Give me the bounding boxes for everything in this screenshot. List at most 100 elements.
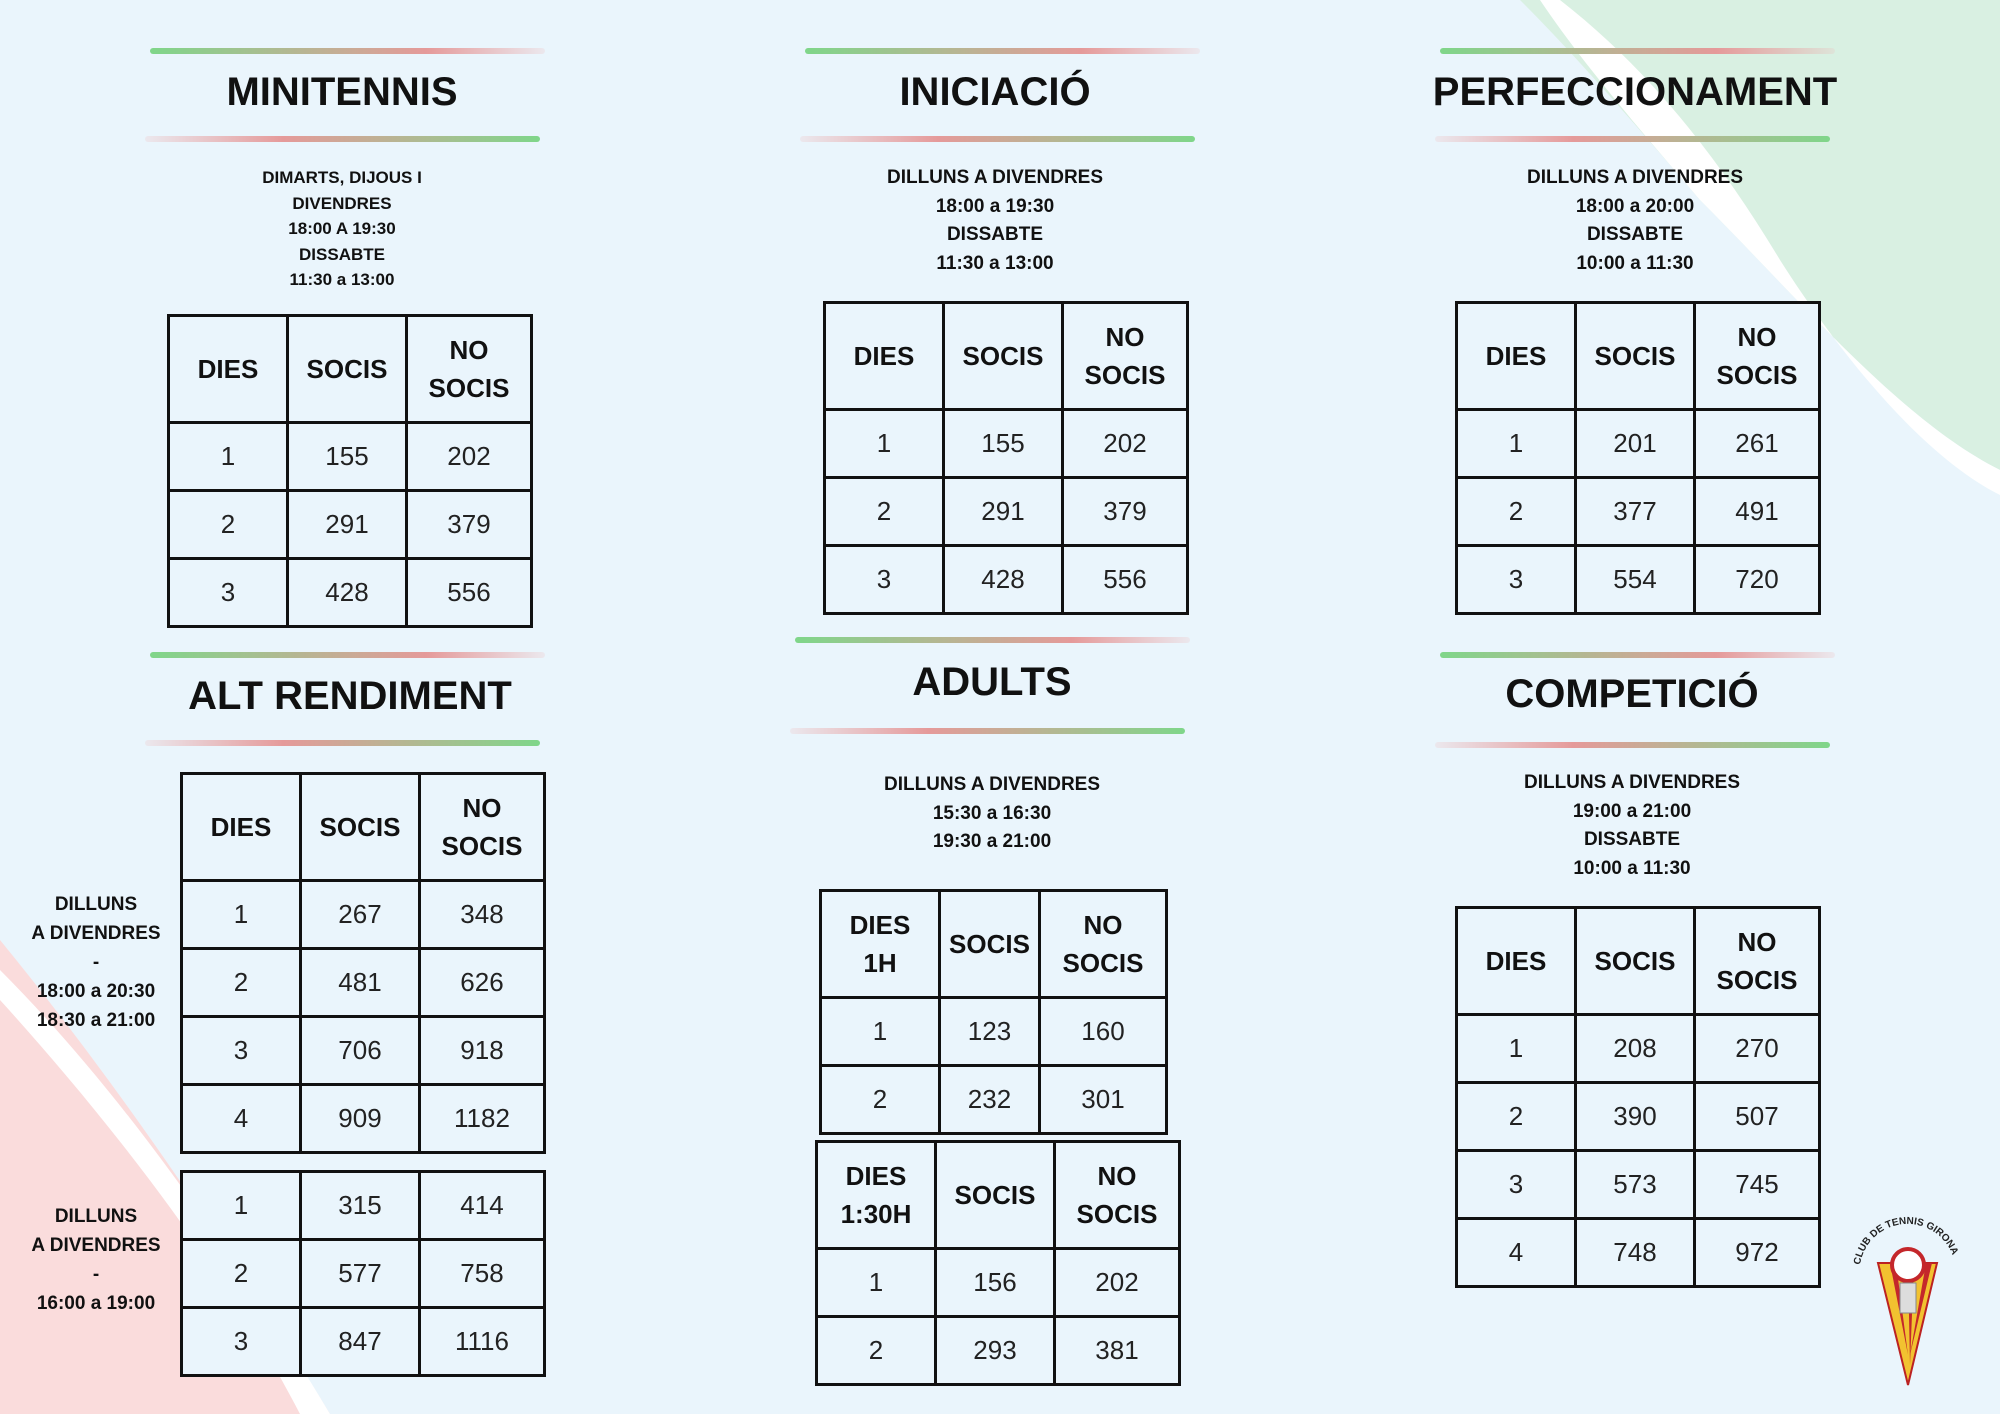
schedule-line: 11:30 a 13:00 — [289, 270, 395, 289]
side-label-line: - — [92, 1264, 100, 1285]
table-cell: 1 — [815, 1247, 937, 1318]
table-cell: 1 — [819, 996, 941, 1067]
header-row: DIES 1H SOCIS NO SOCIS — [819, 889, 1168, 999]
table-cell: 3 — [1455, 1149, 1577, 1220]
table-cell: 160 — [1038, 996, 1168, 1067]
table-row: 1 201 261 — [1455, 408, 1821, 479]
table-cell: 745 — [1693, 1149, 1821, 1220]
table-row: 3 573 745 — [1455, 1149, 1821, 1220]
header-row: DIES SOCIS NO SOCIS — [1455, 906, 1821, 1016]
side-label-line: DILLUNS — [54, 894, 138, 915]
table-row: 2 291 379 — [823, 476, 1189, 547]
schedule-line: DISSABTE — [1586, 224, 1684, 245]
table-row: 2 293 381 — [815, 1315, 1181, 1386]
table-row: 3 706 918 — [180, 1015, 546, 1086]
table-row: 1 156 202 — [815, 1247, 1181, 1318]
price-table: 1 315 414 2 577 758 3 847 1116 — [180, 1170, 546, 1377]
header-cell: DIES — [823, 301, 945, 411]
table-row: 3 847 1116 — [180, 1306, 546, 1377]
title-bar — [805, 48, 1200, 54]
section-title: PERFECCIONAMENT — [1432, 70, 1838, 114]
header-cell: NO SOCIS — [418, 772, 546, 882]
header-cell: NO SOCIS — [1038, 889, 1168, 999]
schedule-line: 11:30 a 13:00 — [936, 252, 1054, 274]
schedule: DILLUNS A DIVENDRES 19:00 a 21:00 DISSABTE… — [1524, 769, 1740, 883]
table-cell: 556 — [1061, 544, 1189, 615]
title-bar — [1435, 136, 1830, 142]
price-table: DIES SOCIS NO SOCIS 1 155 202 2 291 379 3 428 556 — [167, 314, 533, 628]
header-cell: SOCIS — [1574, 301, 1696, 411]
table-cell: 1116 — [418, 1306, 546, 1377]
table-cell: 261 — [1693, 408, 1821, 479]
header-cell: DIES — [1455, 301, 1577, 411]
section-title: ALT RENDIMENT — [188, 674, 512, 718]
title-bar — [145, 740, 540, 746]
schedule-line: 10:00 a 11:30 — [1576, 252, 1694, 274]
schedule-line: DISSABTE — [946, 224, 1044, 245]
table-cell: 2 — [180, 1238, 302, 1309]
table-cell: 301 — [1038, 1064, 1168, 1135]
header-row: DIES SOCIS NO SOCIS — [1455, 301, 1821, 411]
title-bar — [800, 136, 1195, 142]
table-cell: 3 — [180, 1306, 302, 1377]
table-cell: 2 — [1455, 1081, 1577, 1152]
header-cell: SOCIS — [934, 1140, 1056, 1250]
table-cell: 3 — [823, 544, 945, 615]
header-cell: DIES 1H — [819, 889, 941, 999]
schedule-line: 18:00 a 19:30 — [935, 195, 1055, 217]
table-cell: 2 — [167, 489, 289, 560]
table-cell: 232 — [938, 1064, 1041, 1135]
price-table: DIES SOCIS NO SOCIS 1 267 348 2 481 626 3 706 918 4 9… — [180, 772, 546, 1154]
table-cell: 291 — [286, 489, 408, 560]
table-cell: 554 — [1574, 544, 1696, 615]
table-cell: 847 — [299, 1306, 421, 1377]
section-title: COMPETICIÓ — [1505, 672, 1759, 716]
title-bar — [150, 48, 545, 54]
schedule-line: 18:00 A 19:30 — [288, 219, 396, 238]
schedule-line: DISSABTE — [1583, 829, 1681, 850]
section-title: INICIACIÓ — [899, 70, 1091, 114]
side-label-line: 18:00 a 20:30 — [36, 981, 156, 1002]
table-cell: 758 — [418, 1238, 546, 1309]
table-row: 1 155 202 — [167, 421, 533, 492]
table-cell: 3 — [180, 1015, 302, 1086]
header-cell: NO SOCIS — [1053, 1140, 1181, 1250]
table-cell: 348 — [418, 879, 546, 950]
header-row: DIES SOCIS NO SOCIS — [167, 314, 533, 424]
table-cell: 1 — [180, 879, 302, 950]
schedule-line: 10:00 a 11:30 — [1573, 857, 1691, 879]
table-cell: 1 — [1455, 1013, 1577, 1084]
table-row: 2 291 379 — [167, 489, 533, 560]
schedule-line: 19:30 a 21:00 — [932, 831, 1052, 852]
schedule: DILLUNS A DIVENDRES 15:30 a 16:30 19:30 a … — [884, 771, 1100, 857]
header-cell: NO SOCIS — [1061, 301, 1189, 411]
table-row: 1 315 414 — [180, 1170, 546, 1241]
price-table: DIES 1H SOCIS NO SOCIS 1 123 160 2 232 301 — [819, 889, 1168, 1135]
table-cell: 481 — [299, 947, 421, 1018]
table-cell: 1 — [180, 1170, 302, 1241]
table-cell: 156 — [934, 1247, 1056, 1318]
header-cell: SOCIS — [1574, 906, 1696, 1016]
table-cell: 208 — [1574, 1013, 1696, 1084]
table-row: 1 155 202 — [823, 408, 1189, 479]
table-cell: 720 — [1693, 544, 1821, 615]
price-table: DIES SOCIS NO SOCIS 1 208 270 2 390 507 3 573 745 4 7… — [1455, 906, 1821, 1288]
table-cell: 1182 — [418, 1083, 546, 1154]
table-cell: 293 — [934, 1315, 1056, 1386]
table-row: 2 390 507 — [1455, 1081, 1821, 1152]
schedule-line: DILLUNS A DIVENDRES — [1523, 772, 1741, 793]
side-label-line: A DIVENDRES — [31, 923, 161, 944]
table-cell: 1 — [1455, 408, 1577, 479]
header-cell: SOCIS — [938, 889, 1041, 999]
table-cell: 414 — [418, 1170, 546, 1241]
table-row: 2 232 301 — [819, 1064, 1168, 1135]
title-bar — [150, 652, 545, 658]
schedule-line: DILLUNS A DIVENDRES — [883, 774, 1101, 795]
table-cell: 202 — [1053, 1247, 1181, 1318]
table-row: 2 481 626 — [180, 947, 546, 1018]
header-cell: DIES 1:30H — [815, 1140, 937, 1250]
table-cell: 626 — [418, 947, 546, 1018]
table-cell: 267 — [299, 879, 421, 950]
table-cell: 748 — [1574, 1217, 1696, 1288]
